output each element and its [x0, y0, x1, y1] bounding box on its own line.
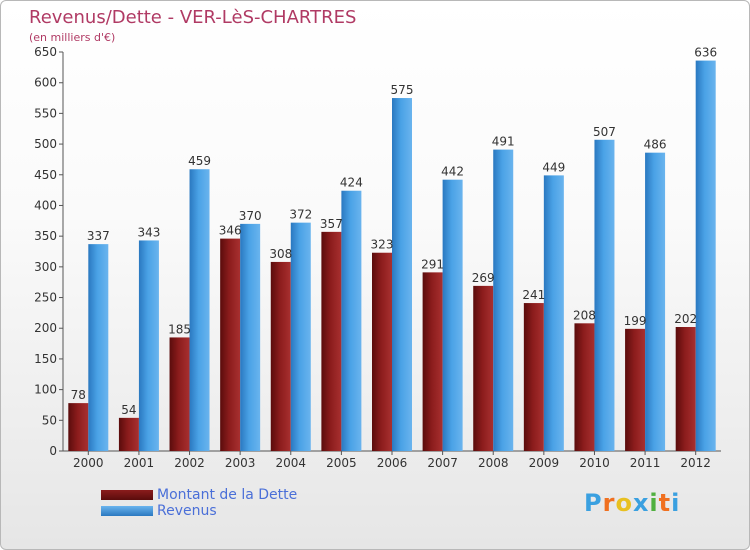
- bar-dette: [169, 337, 190, 451]
- data-label-dette: 323: [371, 238, 394, 252]
- bar-dette: [118, 417, 139, 451]
- data-label-dette: 308: [269, 247, 292, 261]
- bar-revenus: [392, 98, 412, 452]
- x-tick-label: 2000: [73, 456, 104, 470]
- data-label-dette: 291: [421, 257, 444, 271]
- logo-letter: P: [584, 489, 603, 517]
- legend-swatch-dette: [101, 490, 153, 500]
- data-label-revenus: 337: [87, 229, 110, 243]
- logo-letter: i: [649, 489, 659, 517]
- y-tick-label: 250: [34, 291, 57, 305]
- logo-letter: o: [615, 489, 633, 517]
- bar-dette: [473, 285, 494, 451]
- x-tick-label: 2007: [427, 456, 458, 470]
- bar-revenus: [493, 149, 514, 451]
- bar-dette: [321, 231, 342, 451]
- logo-letter: x: [632, 489, 650, 517]
- x-tick-label: 2012: [680, 456, 711, 470]
- bar-dette: [675, 327, 696, 451]
- bar-dette: [574, 323, 595, 451]
- y-tick-label: 100: [34, 383, 57, 397]
- bar-revenus: [695, 60, 716, 452]
- proxiti-logo: Proxiti: [584, 489, 680, 517]
- chart-subtitle: (en milliers d'€): [29, 31, 116, 44]
- data-label-dette: 346: [219, 224, 242, 238]
- data-label-revenus: 491: [492, 135, 515, 149]
- data-label-dette: 199: [624, 314, 647, 328]
- bar-dette: [372, 252, 392, 451]
- logo-letter: t: [658, 489, 672, 517]
- bar-revenus: [442, 179, 463, 451]
- y-tick-label: 300: [34, 260, 57, 274]
- y-tick-label: 150: [34, 352, 57, 366]
- y-tick-label: 500: [34, 137, 57, 151]
- bar-revenus: [543, 175, 564, 452]
- x-tick-label: 2005: [326, 456, 357, 470]
- bar-dette: [625, 328, 646, 451]
- y-tick-label: 400: [34, 198, 57, 212]
- bar-revenus: [594, 139, 615, 451]
- y-tick-label: 550: [34, 106, 57, 120]
- x-tick-label: 2004: [275, 456, 306, 470]
- data-label-dette: 78: [71, 388, 86, 402]
- data-label-revenus: 636: [694, 46, 717, 60]
- bar-dette: [270, 261, 291, 451]
- bar-dette: [523, 303, 544, 451]
- bar-revenus: [138, 240, 159, 451]
- x-tick-label: 2009: [529, 456, 560, 470]
- bar-dette: [220, 238, 241, 451]
- bar-revenus: [341, 190, 362, 451]
- x-tick-label: 2008: [478, 456, 509, 470]
- x-tick-label: 2001: [124, 456, 155, 470]
- x-tick-label: 2011: [630, 456, 661, 470]
- bar-revenus: [88, 244, 109, 451]
- logo-letter: i: [671, 489, 681, 517]
- x-tick-label: 2003: [225, 456, 256, 470]
- data-label-revenus: 575: [391, 83, 414, 97]
- legend-label-revenus: Revenus: [157, 503, 217, 519]
- data-label-revenus: 486: [644, 138, 667, 152]
- y-tick-label: 200: [34, 321, 57, 335]
- data-label-revenus: 459: [188, 154, 211, 168]
- legend-swatch-revenus: [101, 506, 153, 516]
- data-label-dette: 202: [674, 312, 697, 326]
- bar-revenus: [645, 152, 666, 451]
- bar-dette: [422, 272, 443, 451]
- legend-label-dette: Montant de la Dette: [157, 487, 298, 503]
- data-label-dette: 54: [121, 403, 136, 417]
- bar-revenus: [189, 169, 210, 451]
- bar-revenus: [290, 222, 311, 451]
- logo-letter: r: [602, 489, 616, 517]
- y-tick-label: 650: [34, 45, 57, 59]
- data-label-revenus: 449: [542, 160, 565, 174]
- y-tick-label: 0: [49, 444, 57, 458]
- bar-revenus: [240, 223, 261, 451]
- data-label-revenus: 442: [441, 165, 464, 179]
- x-tick-label: 2010: [579, 456, 610, 470]
- x-tick-label: 2002: [174, 456, 205, 470]
- chart-title: Revenus/Dette - VER-LèS-CHARTRES: [29, 7, 357, 28]
- data-label-dette: 241: [522, 288, 545, 302]
- data-label-dette: 357: [320, 217, 343, 231]
- y-tick-label: 450: [34, 168, 57, 182]
- data-label-revenus: 370: [239, 209, 262, 223]
- data-label-revenus: 343: [137, 225, 160, 239]
- data-label-dette: 185: [168, 322, 191, 336]
- data-label-dette: 208: [573, 308, 596, 322]
- data-label-revenus: 507: [593, 125, 616, 139]
- data-label-revenus: 424: [340, 176, 363, 190]
- y-tick-label: 600: [34, 76, 57, 90]
- y-tick-label: 50: [42, 413, 57, 427]
- data-label-revenus: 372: [289, 208, 312, 222]
- x-tick-label: 2006: [377, 456, 408, 470]
- data-label-dette: 269: [472, 271, 495, 285]
- bar-dette: [68, 403, 89, 451]
- y-tick-label: 350: [34, 229, 57, 243]
